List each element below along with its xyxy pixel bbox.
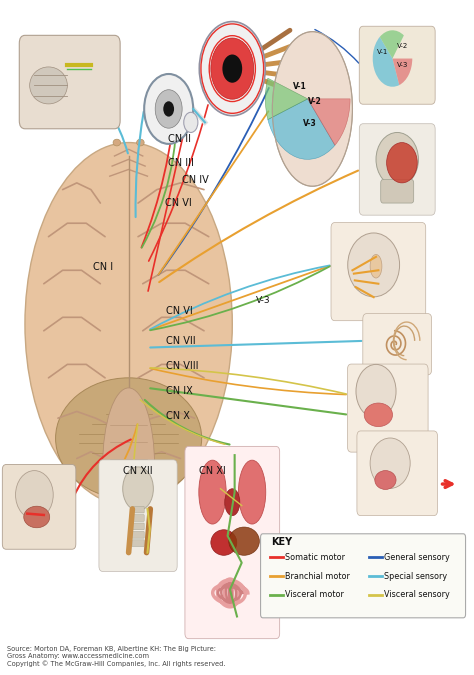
Circle shape [211, 38, 254, 99]
Ellipse shape [387, 142, 417, 183]
Ellipse shape [211, 530, 237, 556]
Wedge shape [308, 99, 350, 145]
Wedge shape [380, 30, 404, 59]
Text: CN X: CN X [166, 411, 190, 421]
Ellipse shape [55, 378, 201, 499]
Text: Somatic motor: Somatic motor [285, 553, 345, 562]
Text: V-2: V-2 [308, 97, 321, 105]
FancyBboxPatch shape [347, 364, 428, 452]
Wedge shape [373, 37, 399, 87]
Text: CN III: CN III [168, 158, 193, 167]
Text: CN VI: CN VI [165, 198, 191, 208]
Ellipse shape [103, 388, 155, 543]
Text: CN I: CN I [93, 262, 113, 272]
Text: V-3: V-3 [303, 119, 317, 128]
FancyBboxPatch shape [99, 460, 177, 572]
Ellipse shape [375, 470, 396, 489]
Ellipse shape [225, 489, 240, 516]
Text: V-1: V-1 [377, 49, 389, 55]
Ellipse shape [376, 132, 419, 186]
Text: CN XI: CN XI [199, 466, 226, 476]
FancyBboxPatch shape [381, 180, 414, 203]
Text: CN II: CN II [168, 134, 191, 144]
Text: CN IX: CN IX [166, 386, 193, 396]
Ellipse shape [123, 467, 154, 510]
Ellipse shape [370, 254, 382, 278]
Text: General sensory: General sensory [384, 553, 450, 562]
FancyBboxPatch shape [331, 223, 426, 321]
Ellipse shape [137, 139, 144, 146]
Text: CN IV: CN IV [182, 175, 209, 184]
Text: V-3: V-3 [397, 62, 409, 68]
Ellipse shape [229, 527, 259, 556]
FancyBboxPatch shape [19, 35, 120, 129]
FancyBboxPatch shape [132, 531, 144, 538]
Text: KEY: KEY [272, 537, 292, 547]
Ellipse shape [348, 233, 400, 297]
Ellipse shape [356, 364, 396, 418]
FancyBboxPatch shape [359, 26, 435, 104]
Ellipse shape [25, 142, 232, 506]
FancyBboxPatch shape [132, 506, 144, 513]
Text: V-2: V-2 [397, 43, 409, 49]
Ellipse shape [24, 506, 50, 528]
Ellipse shape [199, 460, 226, 524]
FancyBboxPatch shape [132, 523, 144, 530]
FancyBboxPatch shape [185, 446, 280, 639]
Ellipse shape [370, 438, 410, 489]
Text: Source: Morton DA, Foreman KB, Albertine KH: The Big Picture:
Gross Anatomy: www: Source: Morton DA, Foreman KB, Albertine… [7, 646, 226, 667]
Circle shape [155, 90, 182, 128]
Text: Visceral sensory: Visceral sensory [384, 591, 450, 599]
Text: Branchial motor: Branchial motor [285, 572, 350, 580]
Text: Special sensory: Special sensory [384, 572, 447, 580]
Ellipse shape [238, 460, 266, 524]
Ellipse shape [364, 403, 392, 427]
FancyBboxPatch shape [2, 464, 76, 549]
Ellipse shape [113, 139, 120, 146]
Wedge shape [392, 59, 412, 85]
Text: CN VIII: CN VIII [166, 361, 199, 371]
Text: CN XII: CN XII [123, 466, 153, 476]
FancyBboxPatch shape [261, 534, 465, 618]
Ellipse shape [273, 32, 353, 186]
Circle shape [184, 112, 198, 132]
Ellipse shape [16, 470, 53, 519]
Circle shape [163, 101, 174, 117]
Circle shape [199, 22, 265, 115]
Circle shape [222, 55, 242, 83]
Text: CN VII: CN VII [166, 336, 196, 346]
FancyBboxPatch shape [363, 314, 432, 375]
Wedge shape [268, 99, 335, 159]
Circle shape [144, 74, 193, 144]
Ellipse shape [30, 67, 67, 104]
Text: V-1: V-1 [292, 82, 306, 90]
FancyBboxPatch shape [132, 540, 144, 547]
Wedge shape [265, 78, 308, 119]
Text: Visceral motor: Visceral motor [285, 591, 344, 599]
FancyBboxPatch shape [357, 431, 438, 516]
FancyBboxPatch shape [132, 514, 144, 521]
FancyBboxPatch shape [359, 124, 435, 215]
Text: V-3: V-3 [256, 296, 271, 305]
Text: CN VI: CN VI [166, 306, 193, 316]
